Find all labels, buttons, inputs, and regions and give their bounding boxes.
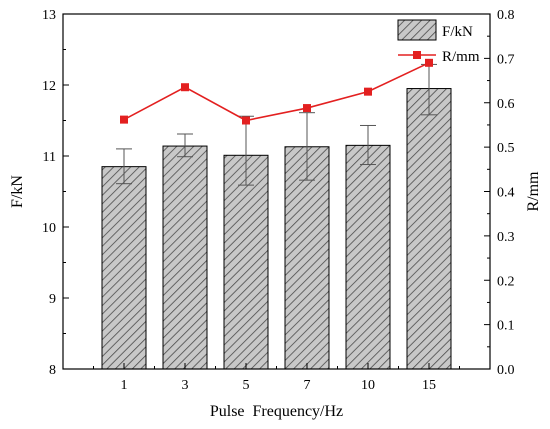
y-right-tick-label: 0.0 — [497, 363, 515, 378]
y-left-tick-label: 12 — [42, 79, 56, 94]
legend-marker-r-mm — [413, 51, 421, 59]
bar-1 — [101, 166, 147, 370]
bar-5 — [223, 154, 269, 370]
line-series-layer — [120, 58, 433, 125]
bar-7 — [284, 146, 330, 370]
x-tick-label-1: 1 — [121, 378, 128, 393]
y-right-tick-label: 0.1 — [497, 319, 515, 334]
y-left-tick-label: 10 — [42, 221, 56, 236]
bar-15 — [406, 88, 452, 370]
y-right-axis-title: R/mm — [525, 171, 542, 212]
y-left-axis-title: F/kN — [9, 175, 26, 208]
y-right-tick-label: 0.4 — [497, 186, 515, 201]
line-r-mm — [123, 62, 430, 122]
point-1 — [120, 115, 128, 124]
bar-10 — [345, 144, 391, 370]
x-tick-label-15: 15 — [422, 378, 436, 393]
point-5 — [242, 116, 250, 125]
y-right-tick-label: 0.2 — [497, 274, 515, 289]
x-axis-title: Pulse Frequency/Hz — [210, 403, 343, 420]
point-3 — [181, 83, 189, 92]
x-tick-label-10: 10 — [361, 378, 375, 393]
point-7 — [303, 104, 311, 113]
point-15 — [425, 58, 433, 67]
bar-3 — [162, 145, 208, 370]
y-right-tick-label: 0.8 — [497, 8, 515, 23]
error-bars-layer — [116, 63, 437, 186]
y-left-tick-label: 13 — [42, 8, 56, 23]
y-right-tick-label: 0.7 — [497, 52, 515, 67]
x-tick-label-7: 7 — [304, 378, 311, 393]
x-tick-label-5: 5 — [243, 378, 250, 393]
y-right-tick-label: 0.6 — [497, 97, 515, 112]
point-10 — [364, 87, 372, 96]
y-left-tick-label: 9 — [49, 292, 56, 307]
bars-layer — [101, 88, 452, 370]
y-right-tick-label: 0.5 — [497, 141, 515, 156]
y-left-tick-label: 11 — [43, 150, 56, 165]
legend-label-f-kn: F/kN — [442, 24, 473, 40]
legend-label-r-mm: R/mm — [442, 49, 480, 65]
legend: F/kN R/mm — [397, 19, 480, 65]
legend-swatch-f-kn — [397, 19, 437, 41]
y-left-tick-label: 8 — [49, 363, 56, 378]
x-tick-label-3: 3 — [182, 378, 189, 393]
y-right-tick-label: 0.3 — [497, 230, 515, 245]
